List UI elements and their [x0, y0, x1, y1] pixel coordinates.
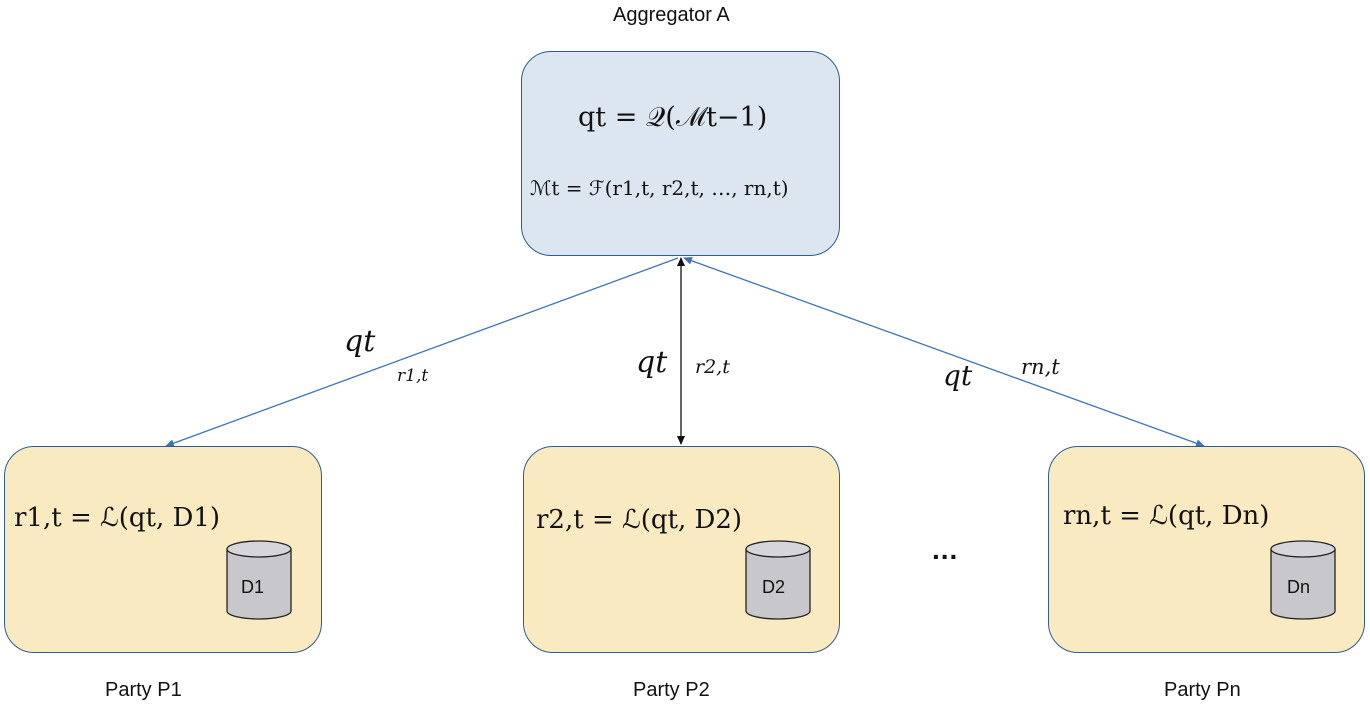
aggregator-model-equation: ℳt = ℱ(r1,t, r2,t, …, rn,t) — [530, 176, 789, 200]
database-icon — [745, 540, 811, 620]
ellipsis: ... — [932, 534, 959, 565]
aggregator-title: Aggregator A — [613, 4, 730, 26]
party-box-p2: r2,t = ℒ(qt, D2) D2 — [523, 446, 840, 653]
edge-query-label-p2: qt — [636, 345, 668, 380]
party-response-equation: r1,t = ℒ(qt, D1) — [14, 503, 221, 533]
database-icon — [1270, 540, 1336, 620]
edge-query-label-pn: qt — [943, 359, 973, 392]
aggregator-query-equation: qt = 𝒬(ℳt−1) — [578, 102, 768, 133]
party-name-pn: Party Pn — [1164, 679, 1241, 701]
party-response-equation: r2,t = ℒ(qt, D2) — [536, 505, 743, 535]
party-box-p1: r1,t = ℒ(qt, D1) D1 — [4, 446, 322, 653]
database-label: D1 — [241, 577, 265, 597]
edge-response-label-p1: r1,t — [397, 366, 429, 386]
database-label: D2 — [762, 577, 786, 597]
party-box-pn: rn,t = ℒ(qt, Dn) Dn — [1048, 446, 1365, 653]
database-label: Dn — [1287, 577, 1311, 597]
edge-response-label-p2: r2,t — [695, 356, 730, 378]
edge-arrow-pn — [683, 256, 1205, 448]
edge-arrow-p1 — [165, 257, 679, 447]
edge-response-label-pn: rn,t — [1021, 355, 1060, 379]
party-response-equation: rn,t = ℒ(qt, Dn) — [1063, 501, 1270, 531]
party-name-p1: Party P1 — [105, 679, 182, 701]
party-name-p2: Party P2 — [633, 679, 710, 701]
database-icon — [226, 540, 292, 620]
edge-query-label-p1: qt — [344, 324, 376, 359]
aggregator-box: qt = 𝒬(ℳt−1) ℳt = ℱ(r1,t, r2,t, …, rn,t) — [521, 51, 840, 256]
